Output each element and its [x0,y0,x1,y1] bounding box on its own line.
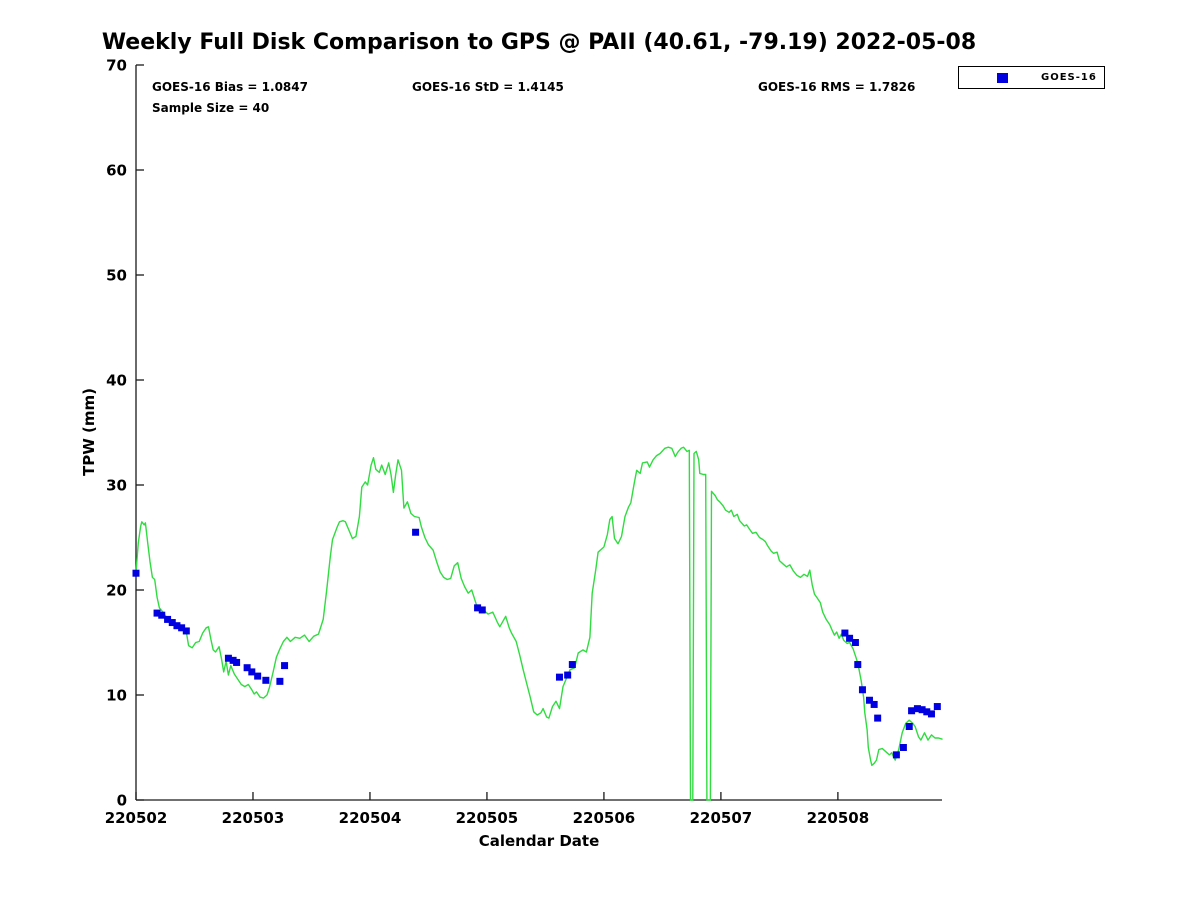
goes16-data-point [874,714,882,722]
legend-label-goes16: GOES-16 [1041,72,1097,83]
y-tick-label: 40 [106,372,127,390]
annotation-std: GOES-16 StD = 1.4145 [412,80,564,94]
gps-line-series [135,446,943,801]
goes16-data-point [918,706,926,714]
goes16-data-point [412,528,420,536]
goes16-data-point [555,673,563,681]
y-tick-label: 50 [106,267,127,285]
y-tick-label: 60 [106,162,127,180]
goes16-data-point [870,700,878,708]
goes16-data-point [564,671,572,679]
goes16-data-point [248,668,256,676]
legend: GOES-16 [958,66,1105,89]
x-tick-label: 220507 [690,809,753,827]
goes16-data-point [899,744,907,751]
goes16-data-point [168,619,176,627]
goes16-data-point [892,751,900,759]
goes16-data-point [224,654,232,662]
y-tick-label: 70 [106,57,127,75]
goes16-data-point [182,627,190,635]
chart-title: Weekly Full Disk Comparison to GPS @ PAI… [101,30,977,55]
annotation-bias: GOES-16 Bias = 1.0847 [152,80,308,94]
x-tick-label: 220502 [105,809,168,827]
x-tick-label: 220505 [456,809,519,827]
goes16-data-point [478,606,486,614]
goes16-data-point [927,710,935,718]
goes16-data-point [568,661,576,669]
y-tick-label: 0 [117,792,127,810]
goes16-data-point [243,664,251,672]
goes16-data-point [281,662,289,670]
x-tick-label: 220504 [339,809,402,827]
y-tick-label: 30 [106,477,127,495]
legend-goes16-square-icon [997,72,1008,83]
x-tick-label: 220506 [573,809,636,827]
goes16-data-point [173,622,181,630]
goes16-data-point [865,696,873,704]
goes16-data-point [164,615,172,623]
goes16-data-point [933,703,941,711]
goes16-data-point [858,686,866,694]
goes16-data-point [908,707,916,715]
goes16-data-point [913,705,921,713]
axes: 0 10 20 30 40 50 60 70 220502 220503 220504 220505 2… [105,57,942,827]
y-tick-label: 20 [106,582,127,600]
goes16-scatter-series [132,528,941,759]
goes16-data-point [132,569,140,577]
goes16-data-point [851,639,859,646]
goes16-data-point [846,634,854,642]
goes16-data-point [276,677,284,685]
goes16-data-point [905,723,913,730]
y-axis-label: TPW (mm) [80,388,98,476]
goes16-data-point [923,708,931,716]
goes16-data-point [262,676,270,684]
goes16-data-point [841,629,849,637]
goes16-data-point [229,656,237,664]
x-tick-label: 220503 [222,809,285,827]
x-axis-label: Calendar Date [478,832,600,850]
goes16-data-point [854,661,862,669]
goes16-data-point [178,624,186,632]
y-tick-label: 10 [106,687,127,705]
goes16-data-point [158,611,166,619]
goes16-data-point [254,672,262,680]
goes16-data-point [474,604,482,612]
annotation-sample-size: Sample Size = 40 [152,101,270,115]
goes16-data-point [153,609,161,617]
goes16-data-point [233,658,241,666]
x-tick-label: 220508 [807,809,870,827]
annotation-rms: GOES-16 RMS = 1.7826 [758,80,916,94]
